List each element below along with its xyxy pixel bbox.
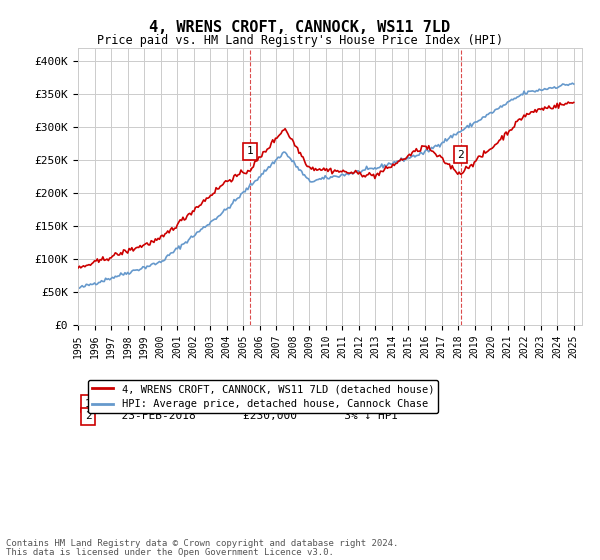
Text: This data is licensed under the Open Government Licence v3.0.: This data is licensed under the Open Gov… xyxy=(6,548,334,557)
Legend: 4, WRENS CROFT, CANNOCK, WS11 7LD (detached house), HPI: Average price, detached: 4, WRENS CROFT, CANNOCK, WS11 7LD (detac… xyxy=(88,380,438,413)
Text: 2: 2 xyxy=(85,411,91,421)
Text: 27-MAY-2005       £235,000       31% ↑ HPI: 27-MAY-2005 £235,000 31% ↑ HPI xyxy=(108,399,405,409)
Text: 23-FEB-2018       £230,000       3% ↓ HPI: 23-FEB-2018 £230,000 3% ↓ HPI xyxy=(108,411,398,421)
Text: Contains HM Land Registry data © Crown copyright and database right 2024.: Contains HM Land Registry data © Crown c… xyxy=(6,539,398,548)
Text: 1: 1 xyxy=(85,399,91,409)
Text: 1: 1 xyxy=(247,146,253,156)
Text: Price paid vs. HM Land Registry's House Price Index (HPI): Price paid vs. HM Land Registry's House … xyxy=(97,34,503,46)
Text: 4, WRENS CROFT, CANNOCK, WS11 7LD: 4, WRENS CROFT, CANNOCK, WS11 7LD xyxy=(149,20,451,35)
Text: 2: 2 xyxy=(457,150,464,160)
